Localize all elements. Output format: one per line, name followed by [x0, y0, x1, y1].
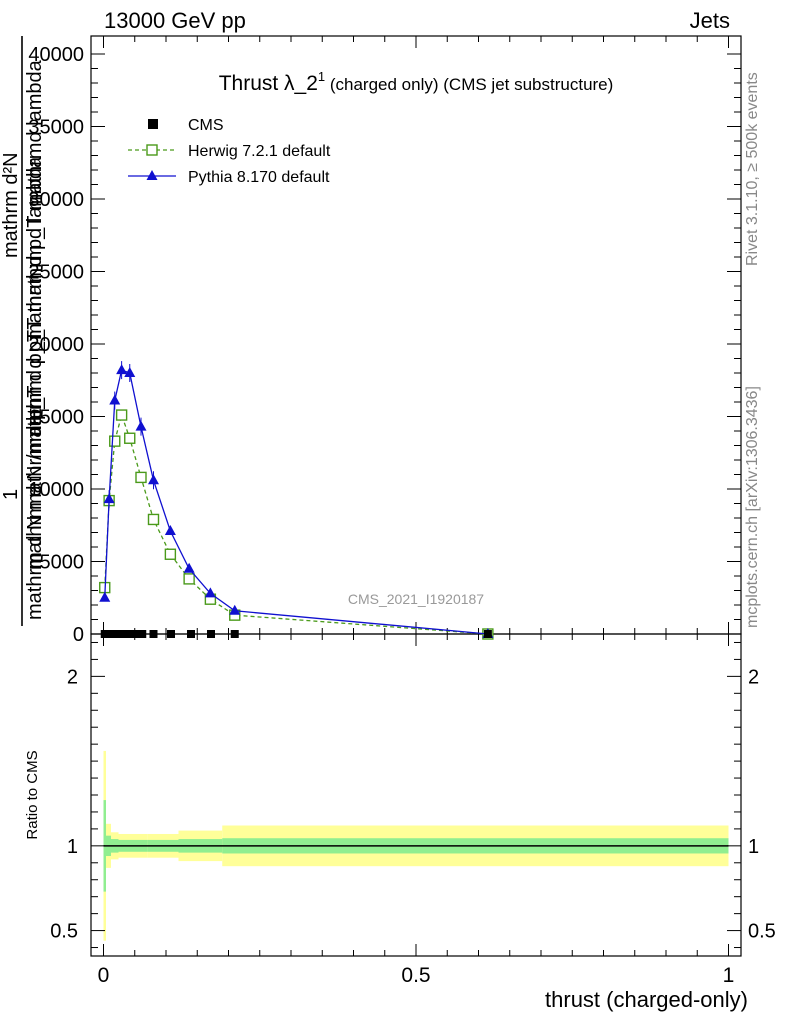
- ylabel-one: 1: [0, 488, 22, 500]
- ylabel-denominator-bot: mathrm d p_T mathrm d lambda: [24, 156, 46, 442]
- y-tick-label: 15000: [28, 407, 84, 429]
- pythia-marker: [164, 525, 176, 536]
- herwig-marker: [124, 432, 136, 444]
- chart-title: Thrust λ_21 (charged only) (CMS jet subs…: [219, 69, 614, 95]
- x-tick-label: 0: [98, 964, 110, 987]
- legend-herwig-marker: [146, 144, 158, 156]
- y-tick-label: 20000: [28, 334, 84, 356]
- x-tick-label: 0.5: [401, 964, 430, 987]
- cms-marker: [115, 630, 124, 638]
- herwig-marker: [135, 471, 147, 484]
- y-tick-label: 35000: [28, 117, 84, 139]
- legend-cms-marker: [148, 119, 158, 129]
- cms-marker: [167, 630, 175, 638]
- cms-marker: [125, 630, 134, 638]
- pythia-marker: [99, 591, 111, 602]
- pythia-marker: [204, 587, 216, 598]
- pythia-marker: [183, 562, 195, 573]
- herwig-marker: [115, 409, 128, 421]
- herwig-marker: [183, 573, 195, 585]
- legend-pythia-label: Pythia 8.170 default: [188, 169, 330, 186]
- y-tick-label: 25000: [28, 262, 84, 284]
- x-tick-label: 1: [723, 964, 735, 987]
- cms-marker: [130, 630, 139, 638]
- pythia-marker: [124, 367, 136, 377]
- ylabel-numerator-top: mathrm d²N: [0, 152, 22, 258]
- ratio-tick-label-left: 2: [67, 666, 78, 688]
- ratio-tick-label-left: 0.5: [50, 921, 78, 943]
- cms-marker: [100, 630, 109, 638]
- herwig-marker: [109, 435, 121, 447]
- pythia-marker: [103, 493, 115, 504]
- herwig-marker: [164, 548, 177, 560]
- legend-herwig-label: Herwig 7.2.1 default: [188, 143, 331, 160]
- cms-marker: [483, 630, 492, 638]
- legend-cms-label: CMS: [188, 117, 224, 134]
- legend-pythia-marker: [146, 170, 158, 180]
- cms-marker: [138, 630, 147, 638]
- cms-marker: [230, 630, 239, 638]
- ratio-y-axis-label: Ratio to CMS: [24, 750, 41, 839]
- x-axis-label: thrust (charged-only): [545, 987, 748, 1012]
- cms-marker: [187, 630, 195, 638]
- pythia-marker: [148, 474, 159, 485]
- ratio-tick-label-right: 1: [748, 836, 759, 858]
- cms-marker: [120, 630, 129, 638]
- cms-marker: [110, 630, 119, 638]
- header-left: 13000 GeV pp: [104, 8, 246, 33]
- ratio-tick-label-right: 2: [748, 666, 759, 688]
- ratio-tick-label-right: 0.5: [748, 921, 776, 943]
- cms-marker: [149, 630, 158, 638]
- pythia-marker: [116, 364, 128, 375]
- pythia-marker: [135, 420, 147, 431]
- y-tick-label: 0: [73, 624, 84, 646]
- pythia-marker: [109, 394, 121, 405]
- y-tick-label: 40000: [28, 44, 84, 66]
- ratio-frame: [90, 633, 742, 957]
- y-tick-label: 30000: [28, 189, 84, 211]
- header-right: Jets: [689, 8, 730, 33]
- ratio-tick-label-left: 1: [67, 836, 78, 858]
- rivet-label: Rivet 3.1.10, ≥ 500k events: [744, 72, 761, 266]
- y-tick-label: 10000: [28, 479, 84, 501]
- herwig-marker: [147, 513, 160, 526]
- pythia-marker: [229, 604, 241, 615]
- cms-marker: [105, 630, 114, 638]
- mcplots-label: mcplots.cern.ch [arXiv:1306.3436]: [744, 386, 761, 628]
- y-tick-label: 5000: [40, 552, 85, 574]
- watermark: CMS_2021_I1920187: [348, 591, 484, 607]
- cms-marker: [207, 630, 215, 638]
